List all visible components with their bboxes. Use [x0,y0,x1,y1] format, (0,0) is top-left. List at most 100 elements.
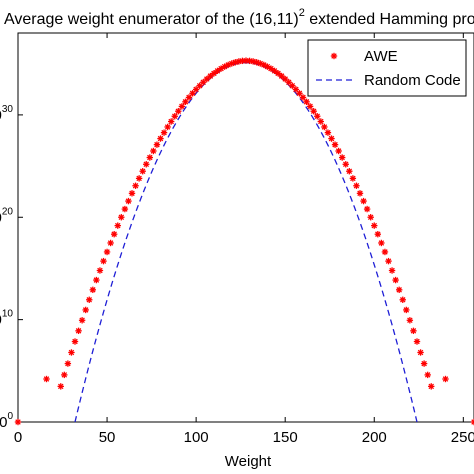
awe-point [200,79,207,86]
awe-point [442,375,449,383]
awe-point [392,276,399,284]
awe-point [367,214,374,221]
awe-point [153,141,161,148]
awe-point [428,383,435,390]
awe-point [139,168,146,175]
y-tick-label: 100 [0,411,13,431]
awe-point [118,214,125,221]
awe-point [299,94,307,101]
awe-point [321,123,328,131]
awe-point [410,327,417,335]
series-random-code-line [74,62,418,423]
awe-point [175,108,182,115]
awe-point [317,118,325,125]
awe-point [167,118,175,125]
awe-point [346,168,353,175]
awe-point [363,205,371,213]
awe-point [43,375,50,383]
awe-point [371,222,378,229]
awe-point [374,230,382,238]
awe-point [86,296,93,303]
awe-point [164,123,171,131]
awe-point [135,175,143,182]
awe-point [132,182,139,189]
awe-point [399,296,406,303]
chart-title: Average weight enumerator of the (16,11)… [4,7,474,28]
awe-point [75,327,82,335]
awe-point [121,205,129,213]
awe-point [306,103,314,110]
awe-point [296,90,303,97]
awe-point [103,248,111,256]
title-superscript: 2 [299,7,305,19]
awe-point [271,67,278,75]
awe-point [96,267,104,274]
x-tick-label: 50 [99,429,116,446]
awe-point [395,286,403,294]
awe-point [403,306,410,314]
awe-point [470,418,474,426]
legend-awe-marker [330,52,338,60]
awe-point [64,360,72,367]
awe-point [417,349,424,356]
awe-point [314,113,321,120]
awe-point [171,113,178,120]
awe-point [110,230,118,238]
awe-point [182,98,189,106]
awe-point [335,147,342,155]
awe-point [100,257,107,265]
plot-frame [17,32,474,423]
legend: AWE Random Code [307,39,467,97]
awe-point [228,60,235,67]
awe-point [324,129,332,136]
y-tick-label: 1030 [0,104,13,124]
awe-point [310,108,317,115]
x-tick-label: 0 [14,429,22,446]
awe-point [406,317,414,324]
awe-point [57,383,64,390]
awe-point [107,239,114,247]
legend-random-label: Random Code [364,72,461,89]
awe-point [303,98,310,106]
awe-point [338,154,346,161]
legend-awe-label: AWE [364,48,398,65]
legend-box [307,39,467,97]
x-axis-label: Weight [225,453,272,470]
awe-point [196,82,203,89]
awe-point [146,154,154,161]
awe-point [349,175,357,182]
series-awe-markers [14,57,474,426]
awe-point [71,338,79,345]
awe-point [150,147,157,155]
x-axis: 0 50 100 150 200 250 [14,33,474,446]
awe-point [353,182,360,189]
awe-point [68,349,75,356]
awe-point [157,135,164,142]
awe-point [178,103,186,110]
awe-point [89,286,97,294]
x-tick-label: 250 [451,429,474,446]
x-tick-label: 100 [184,429,209,446]
awe-point [378,239,385,247]
awe-point [125,197,132,205]
awe-point [210,70,218,77]
awe-point [114,222,121,229]
awe-point [385,257,392,265]
awe-point [93,276,100,284]
awe-point [128,190,136,197]
awe-point [413,338,421,345]
awe-point [342,161,349,168]
awe-point [78,317,86,324]
awe-point [185,94,193,101]
awe-point [420,360,428,367]
x-tick-label: 150 [273,429,298,446]
awe-point [388,267,396,274]
awe-point [381,248,389,256]
awe-point [331,141,339,148]
awe-point [328,135,335,142]
awe-point [235,58,243,65]
awe-point [82,306,89,314]
